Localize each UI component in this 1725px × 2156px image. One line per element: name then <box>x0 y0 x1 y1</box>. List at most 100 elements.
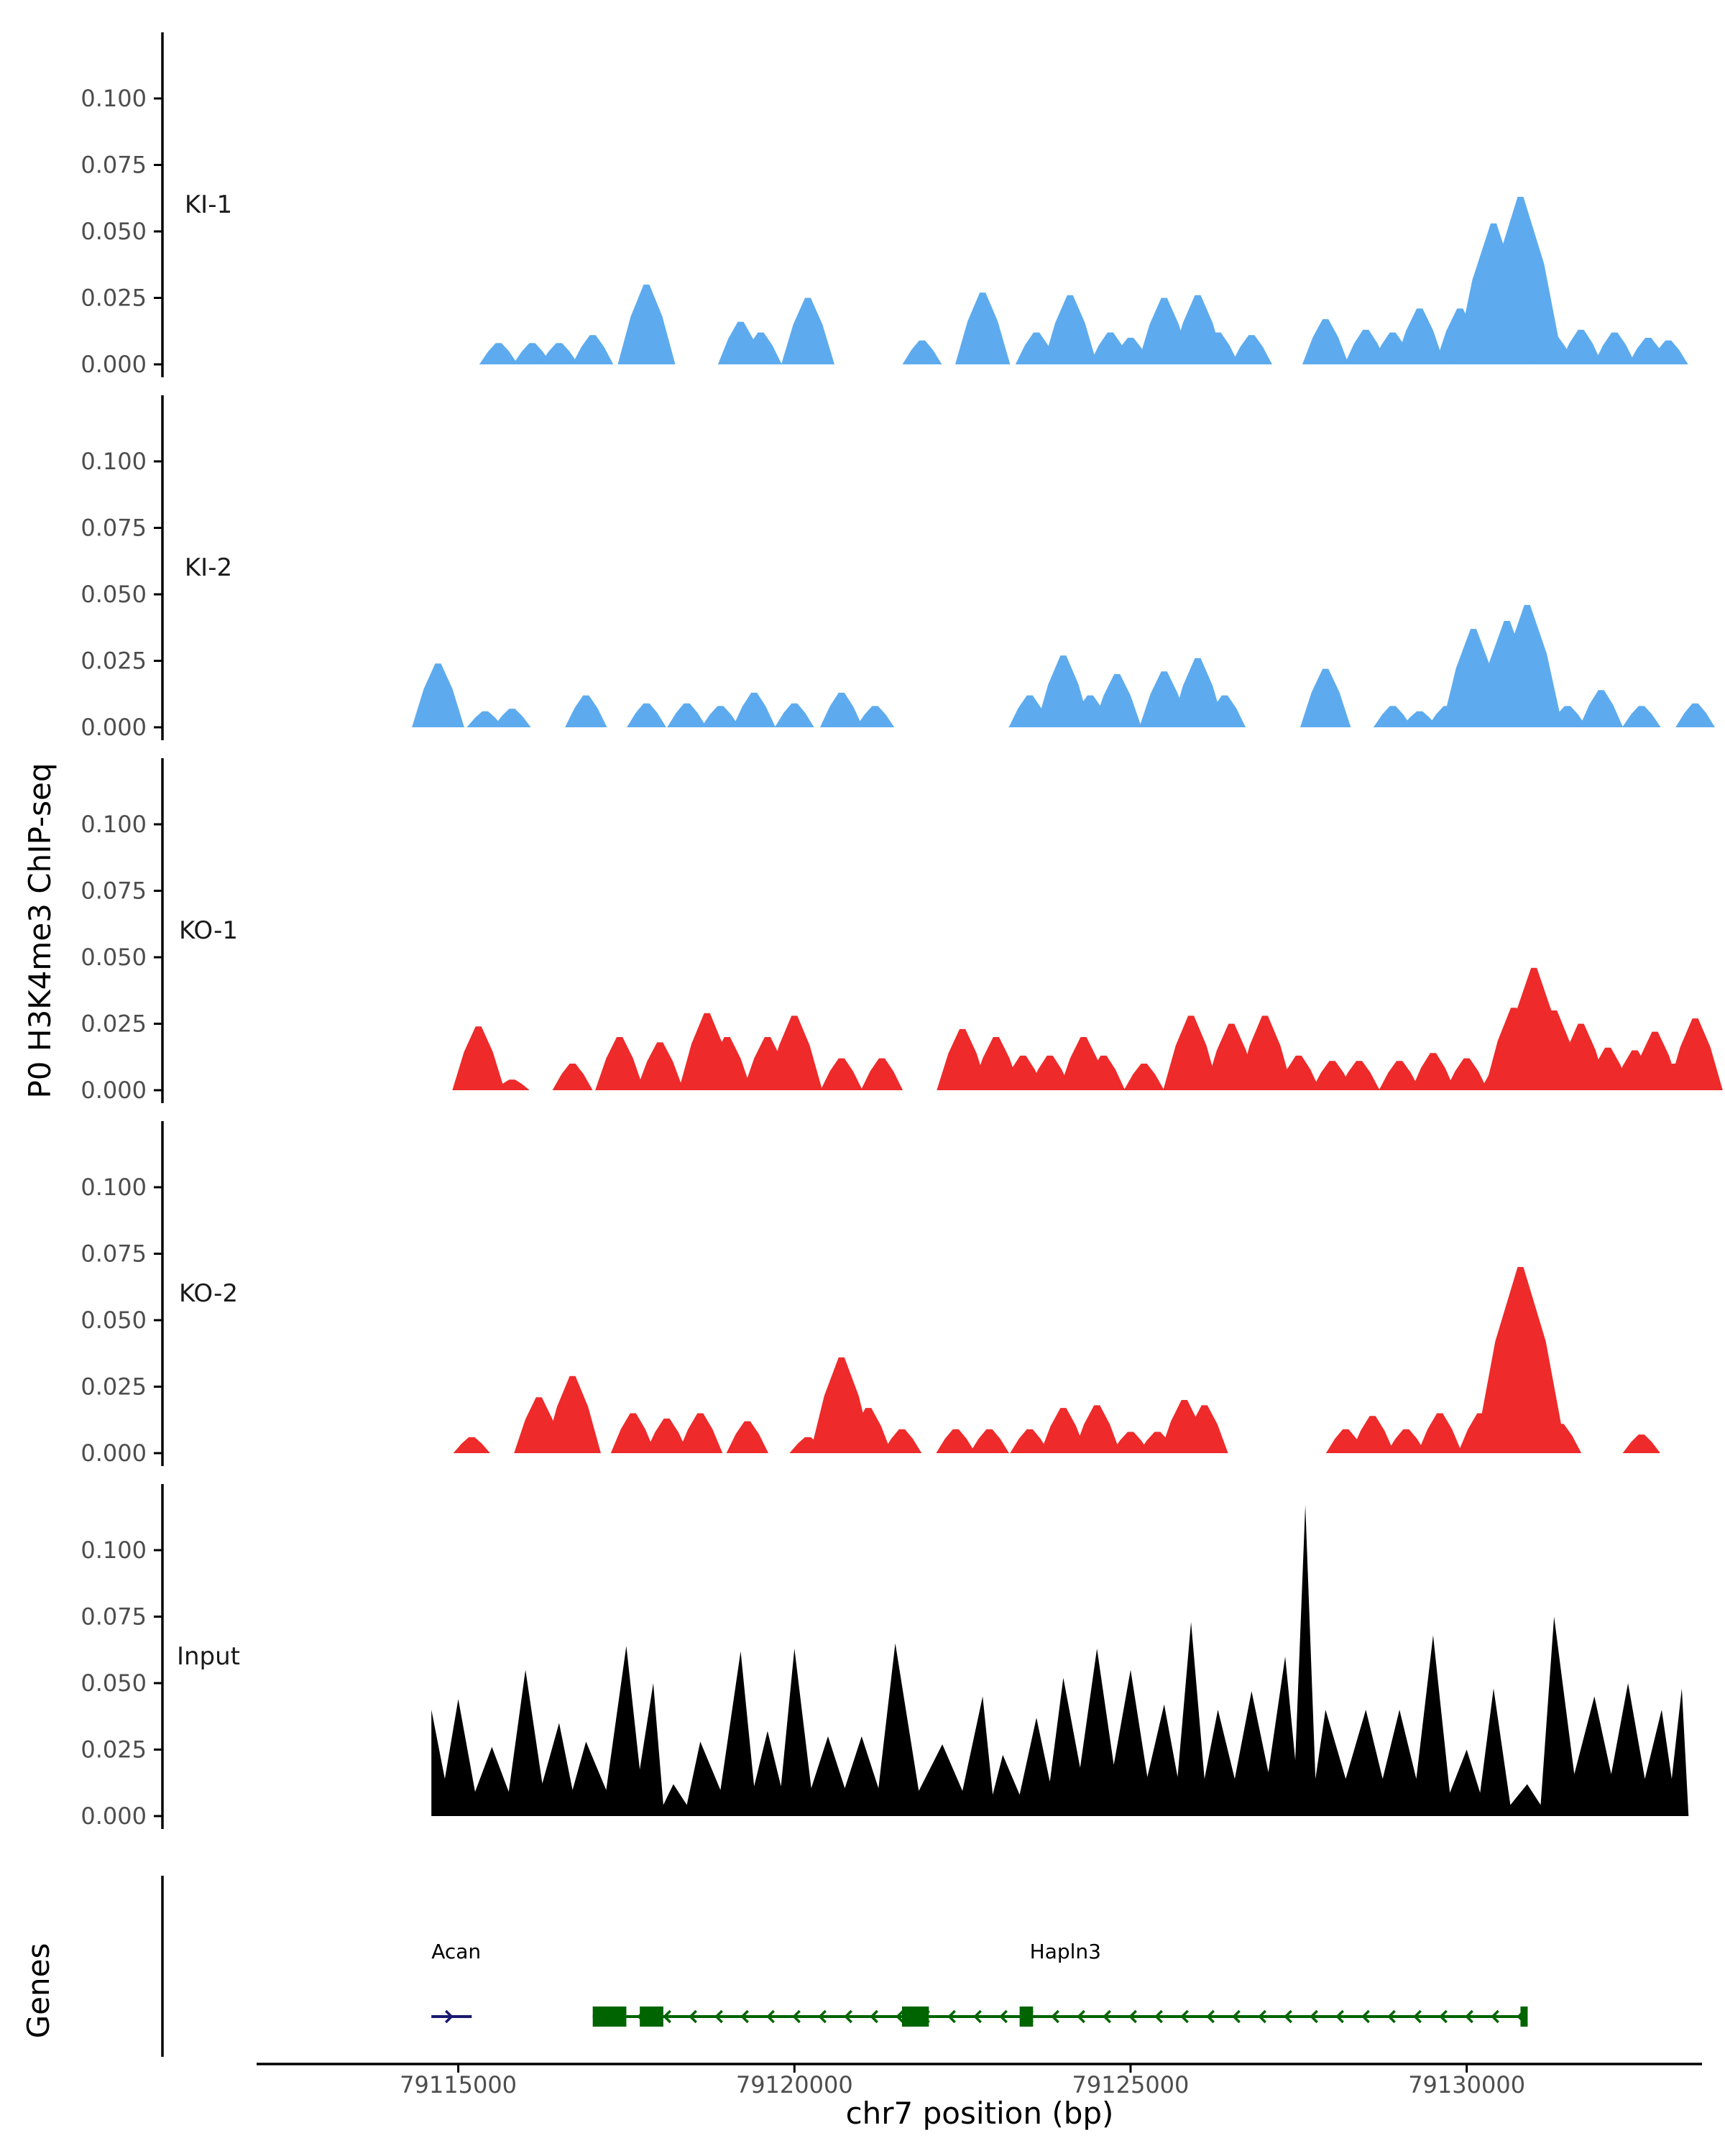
y-tick-label: 0.075 <box>80 1603 147 1631</box>
coverage-peak <box>544 1376 601 1453</box>
coverage-peak <box>845 1408 892 1453</box>
coverage-peak <box>781 298 834 364</box>
coverage-peak <box>1351 1416 1395 1453</box>
y-tick-label: 0.100 <box>80 1174 147 1201</box>
coverage-peak <box>1043 295 1098 364</box>
coverage-peak <box>540 343 579 364</box>
exon <box>1520 2007 1528 2027</box>
strand-arrow <box>1335 2009 1344 2024</box>
strand-arrow <box>999 2009 1008 2024</box>
gene-label: Acan <box>431 1940 481 1963</box>
coverage-peak <box>1036 655 1091 727</box>
track-panel-ki-2: 0.000 0.025 0.050 0.075 0.100 KI-2 <box>80 395 1715 741</box>
coverage-peak <box>1302 319 1349 364</box>
strand-arrow <box>1387 2009 1396 2024</box>
strand-arrow <box>1258 2009 1266 2024</box>
y-axis-title: P0 H3K4me3 ChIP-seq <box>22 763 58 1098</box>
y-tick-label: 0.100 <box>80 1537 147 1564</box>
coverage-peak <box>1622 1434 1660 1453</box>
coverage-peak <box>552 1064 593 1090</box>
coverage-peak <box>645 1418 689 1453</box>
y-tick-label: 0.100 <box>80 85 147 112</box>
coverage-peak <box>452 1026 505 1090</box>
y-tick-label: 0.025 <box>80 1736 147 1764</box>
coverage-peak <box>1417 1413 1463 1453</box>
y-tick-label: 0.050 <box>80 1307 147 1334</box>
coverage-peak <box>1111 1432 1150 1453</box>
coverage-peak <box>855 706 895 727</box>
coverage-peak <box>636 1042 684 1090</box>
strand-arrow <box>444 2009 454 2024</box>
coverage-peak <box>1648 340 1688 364</box>
x-tick-label: 79115000 <box>400 2071 517 2099</box>
coverage-peak <box>1401 711 1438 727</box>
strand-arrow <box>1439 2009 1448 2024</box>
coverage-peak <box>667 703 707 727</box>
coverage-peak <box>1477 196 1564 364</box>
y-tick-label: 0.025 <box>80 648 147 675</box>
coverage-peak <box>1394 308 1445 364</box>
coverage-peak <box>1474 1267 1567 1453</box>
coverage-peak <box>1548 706 1587 727</box>
strand-arrow <box>844 2009 852 2024</box>
strand-arrow <box>766 2009 775 2024</box>
coverage-peak <box>1277 1055 1320 1090</box>
strand-arrow <box>1128 2009 1137 2024</box>
strand-arrow <box>896 2009 904 2024</box>
coverage-peak <box>766 1015 823 1090</box>
coverage-peak <box>1675 703 1715 727</box>
y-tick-label: 0.075 <box>80 1240 147 1268</box>
coverage-peak <box>572 335 614 364</box>
coverage-peak <box>1123 1064 1164 1090</box>
gene-hapln3: Hapln3 <box>592 1940 1528 2027</box>
coverage-peak <box>1411 1053 1455 1090</box>
coverage-peak <box>1073 1405 1121 1453</box>
exon <box>592 2007 627 2027</box>
exon <box>1019 2007 1034 2027</box>
y-tick-label: 0.000 <box>80 714 147 741</box>
coverage-peak <box>1593 332 1636 364</box>
y-tick-label: 0.050 <box>80 1669 147 1697</box>
strand-arrow <box>1310 2009 1318 2024</box>
track-label: KI-2 <box>185 553 232 582</box>
coverage-peak <box>820 692 863 727</box>
y-tick-label: 0.000 <box>80 351 147 378</box>
coverage-peak <box>1197 332 1239 364</box>
strand-arrow <box>1491 2009 1499 2024</box>
exon <box>901 2007 929 2027</box>
strand-arrow <box>870 2009 878 2024</box>
coverage-peak <box>702 1037 752 1090</box>
y-tick-label: 0.025 <box>80 1010 147 1038</box>
strand-arrow <box>973 2009 982 2024</box>
coverage-peak <box>610 1413 656 1453</box>
coverage-peak <box>453 1437 490 1453</box>
gene-label: Hapln3 <box>1030 1940 1101 1963</box>
coverage-peak <box>860 1058 903 1090</box>
coverage-peak <box>1230 335 1272 364</box>
coverage-peak <box>1379 1061 1420 1090</box>
y-tick-label: 0.000 <box>80 1077 147 1104</box>
genes-panel: Acan Hapln3 <box>161 1876 1528 2057</box>
x-axis: 79115000 79120000 79125000 79130000 <box>257 2063 1702 2099</box>
exon <box>640 2007 663 2027</box>
track-label: KI-1 <box>185 190 232 219</box>
coverage-peak <box>617 285 676 364</box>
strand-arrow <box>792 2009 801 2024</box>
coverage-peak <box>493 709 531 727</box>
strand-arrow <box>689 2009 697 2024</box>
coverage-peak <box>936 1429 976 1453</box>
coverage-peak <box>820 1058 862 1090</box>
strand-arrow <box>740 2009 749 2024</box>
genes-axis-title: Genes <box>21 1943 56 2039</box>
coverage-peak <box>774 703 814 727</box>
y-tick-label: 0.100 <box>80 811 147 838</box>
x-tick-label: 79125000 <box>1072 2071 1190 2099</box>
strand-arrow <box>1206 2009 1215 2024</box>
track-label: KO-1 <box>179 916 238 945</box>
coverage-peak <box>1622 706 1661 727</box>
y-tick-label: 0.050 <box>80 218 147 245</box>
strand-arrow <box>663 2009 671 2024</box>
track-label: KO-2 <box>179 1279 238 1308</box>
y-tick-label: 0.050 <box>80 944 147 971</box>
x-axis-title: chr7 position (bp) <box>846 2096 1114 2131</box>
